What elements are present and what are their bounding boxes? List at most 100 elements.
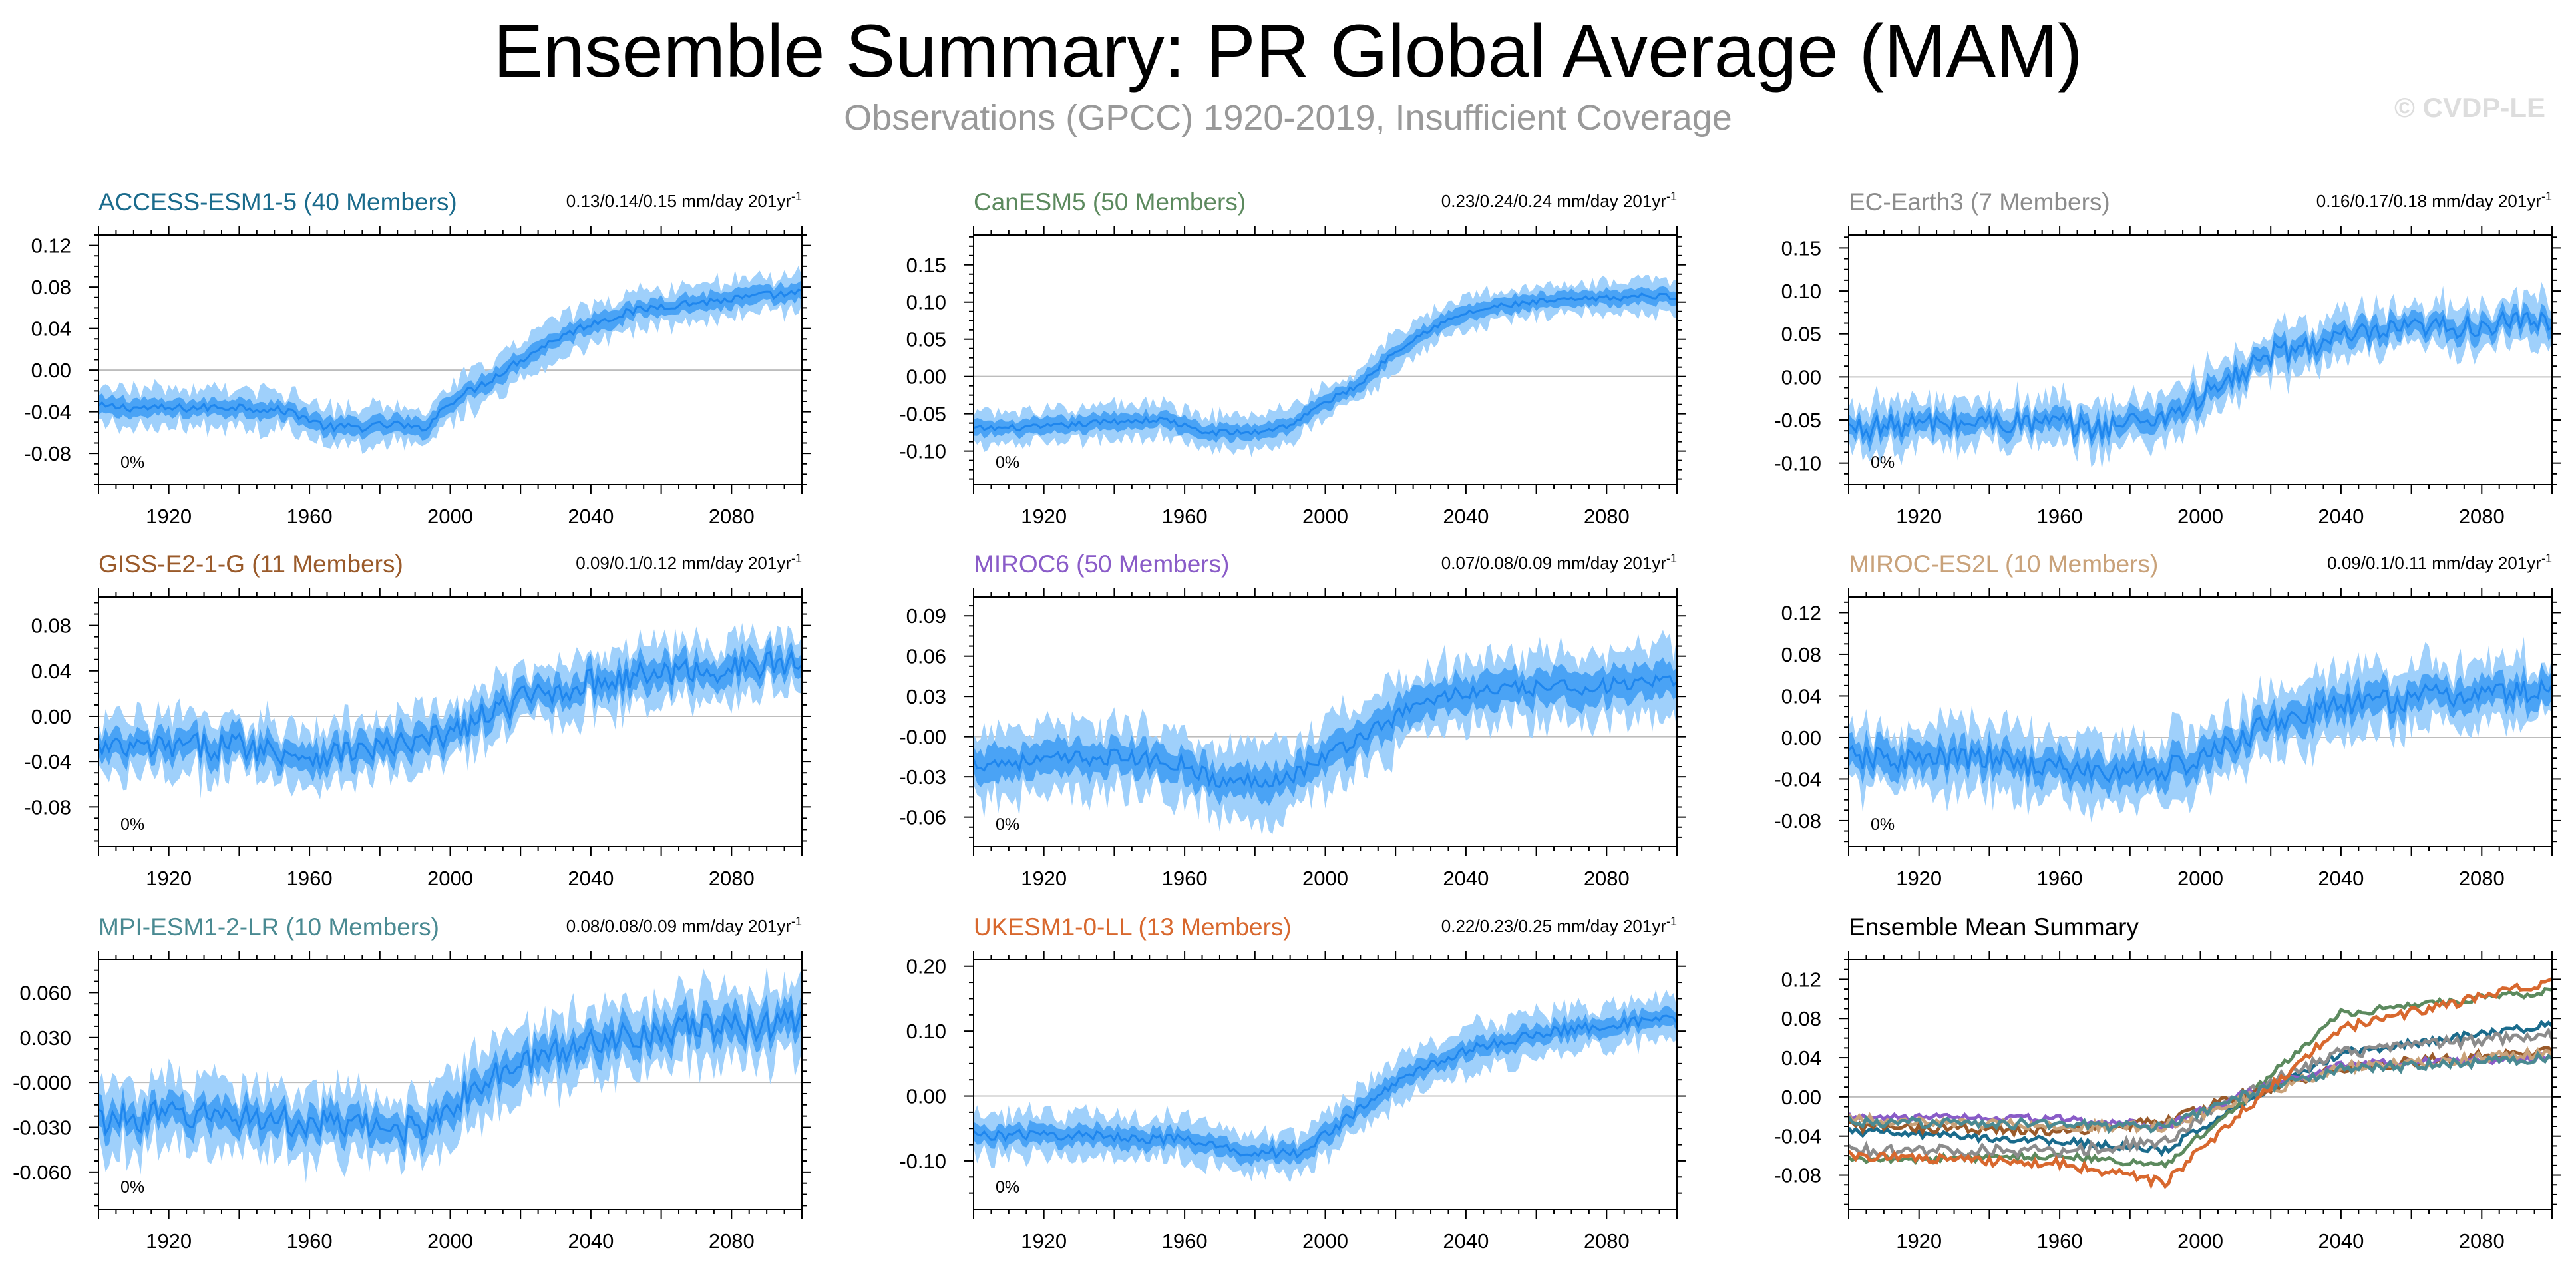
- plot-area: [1849, 977, 2552, 1190]
- y-tick-label: -0.00: [899, 726, 946, 749]
- x-tick-label: 2000: [427, 505, 473, 528]
- series-line: [98, 288, 802, 433]
- y-tick-label: 0.04: [31, 318, 71, 341]
- y-tick-label: -0.060: [13, 1161, 71, 1184]
- chart-panel: EC-Earth3 (7 Members) 0.16/0.17/0.18 mm/d…: [1774, 188, 2561, 528]
- x-tick-label: 1960: [2037, 1229, 2083, 1253]
- y-tick-label: -0.04: [1774, 767, 1821, 791]
- x-tick-label: 2000: [427, 1229, 473, 1253]
- x-tick-label: 1960: [287, 867, 333, 890]
- spread-band-outer: [1849, 282, 2552, 470]
- x-tick-label: 2080: [2459, 1229, 2505, 1253]
- y-tick-label: 0.00: [1781, 365, 1821, 389]
- x-tick-label: 1960: [1162, 1229, 1208, 1253]
- x-tick-label: 2000: [2177, 867, 2223, 890]
- spread-band-inner: [98, 280, 802, 441]
- y-tick-label: -0.08: [1774, 809, 1821, 833]
- series-line: [1849, 987, 2552, 1170]
- x-tick-label: 2080: [709, 505, 755, 528]
- x-tick-label: 2000: [1302, 1229, 1348, 1253]
- trend-label: 0.13/0.14/0.15 mm/day 201yr-1: [566, 190, 802, 211]
- plot-area: [1849, 282, 2552, 470]
- x-tick-label: 1920: [146, 1229, 192, 1253]
- y-tick-label: 0.05: [1781, 323, 1821, 346]
- y-tick-label: 0.030: [19, 1026, 71, 1050]
- plot-area: [1849, 636, 2552, 823]
- panel-title: CanESM5 (50 Members): [974, 188, 1246, 216]
- x-tick-label: 2000: [2177, 505, 2223, 528]
- plot-frame: [98, 234, 803, 485]
- x-tick-label: 2040: [2318, 867, 2364, 890]
- y-tick-label: -0.08: [24, 795, 71, 819]
- series-line: [1849, 1027, 2552, 1160]
- panel-title: GISS-E2-1-G (11 Members): [98, 550, 403, 578]
- y-tick-label: -0.10: [899, 1150, 946, 1173]
- y-tick-label: 0.04: [1781, 1046, 1821, 1070]
- spread-band-inner: [1849, 300, 2552, 453]
- x-tick-label: 2040: [2318, 1229, 2364, 1253]
- x-tick-label: 2000: [1302, 867, 1348, 890]
- chart-panel: ACCESS-ESM1-5 (40 Members) 0.13/0.14/0.15…: [24, 188, 811, 528]
- coverage-annotation: 0%: [1871, 453, 1895, 472]
- trend-label: 0.16/0.17/0.18 mm/day 201yr-1: [2316, 190, 2552, 211]
- y-tick-label: 0.060: [19, 981, 71, 1004]
- coverage-annotation: 0%: [120, 815, 144, 834]
- x-tick-label: 1920: [1021, 505, 1067, 528]
- y-tick-label: 0.00: [31, 705, 71, 728]
- x-tick-label: 2080: [1584, 867, 1630, 890]
- x-tick-label: 2040: [1443, 505, 1489, 528]
- panel-title: EC-Earth3 (7 Members): [1849, 188, 2110, 216]
- panel-title: MIROC-ES2L (10 Members): [1849, 550, 2158, 578]
- coverage-annotation: 0%: [996, 815, 1019, 834]
- x-tick-label: 2040: [1443, 867, 1489, 890]
- series-line: [1849, 1050, 2552, 1134]
- y-tick-label: -0.05: [1774, 409, 1821, 432]
- y-tick-label: 0.15: [906, 254, 946, 277]
- y-tick-label: 0.10: [906, 291, 946, 314]
- chart-panel: MIROC6 (50 Members) 0.07/0.08/0.09 mm/day…: [899, 550, 1686, 890]
- panel-title: Ensemble Mean Summary: [1849, 913, 2139, 941]
- y-tick-label: 0.10: [906, 1020, 946, 1043]
- y-tick-label: 0.08: [1781, 1007, 1821, 1030]
- trend-label: 0.22/0.23/0.25 mm/day 201yr-1: [1441, 915, 1677, 936]
- panel-title: MIROC6 (50 Members): [974, 550, 1229, 578]
- x-tick-label: 2000: [1302, 505, 1348, 528]
- x-tick-label: 1920: [146, 867, 192, 890]
- series-line: [974, 292, 1677, 437]
- trend-label: 0.09/0.1/0.12 mm/day 201yr-1: [576, 552, 802, 573]
- spread-band-outer: [974, 630, 1677, 836]
- y-tick-label: -0.06: [899, 806, 946, 829]
- y-tick-label: -0.04: [24, 401, 71, 424]
- spread-band-outer: [974, 989, 1677, 1183]
- credit-label: © CVDP-LE: [2394, 92, 2545, 123]
- y-tick-label: 0.15: [1781, 236, 1821, 260]
- y-tick-label: -0.04: [1774, 1125, 1821, 1148]
- coverage-annotation: 0%: [1871, 815, 1895, 834]
- plot-area: [974, 274, 1677, 457]
- x-tick-label: 1960: [287, 505, 333, 528]
- x-tick-label: 1960: [2037, 505, 2083, 528]
- panel-title: UKESM1-0-LL (13 Members): [974, 913, 1292, 941]
- spread-band-outer: [1849, 636, 2552, 823]
- x-tick-label: 1920: [1896, 505, 1942, 528]
- series-line: [98, 649, 802, 769]
- y-tick-label: 0.05: [906, 328, 946, 351]
- y-tick-label: 0.06: [906, 645, 946, 668]
- x-tick-label: 1920: [1021, 867, 1067, 890]
- y-tick-label: 0.12: [1781, 601, 1821, 624]
- x-tick-label: 1960: [1162, 867, 1208, 890]
- y-tick-label: -0.04: [24, 750, 71, 773]
- x-tick-label: 2040: [1443, 1229, 1489, 1253]
- x-tick-label: 1960: [287, 1229, 333, 1253]
- y-tick-label: -0.08: [1774, 1164, 1821, 1187]
- x-tick-label: 2000: [427, 867, 473, 890]
- x-tick-label: 2040: [568, 867, 614, 890]
- series-line: [1849, 977, 2552, 1190]
- series-line: [98, 1008, 802, 1148]
- x-tick-label: 2080: [709, 1229, 755, 1253]
- y-tick-label: 0.09: [906, 604, 946, 628]
- y-tick-label: 0.00: [1781, 1086, 1821, 1109]
- x-tick-label: 1920: [146, 505, 192, 528]
- plot-frame: [973, 959, 1678, 1210]
- y-tick-label: 0.03: [906, 685, 946, 708]
